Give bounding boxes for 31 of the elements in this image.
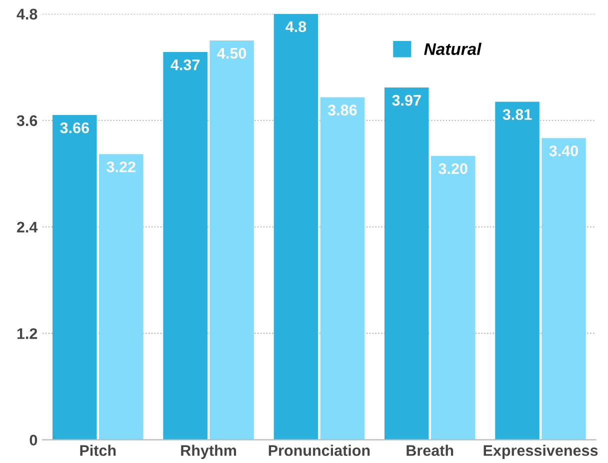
bar xyxy=(163,52,208,440)
y-tick-label: 1.2 xyxy=(17,328,38,339)
x-tick-label: Pitch xyxy=(80,444,116,456)
bar xyxy=(384,88,429,440)
x-tick-label: Breath xyxy=(406,444,454,456)
bar xyxy=(98,154,144,440)
bar xyxy=(52,115,97,440)
data-label: 3.40 xyxy=(549,145,578,156)
bar xyxy=(210,40,254,440)
data-label: 3.81 xyxy=(502,109,532,120)
data-label: 4.37 xyxy=(170,59,200,70)
bar xyxy=(495,102,540,440)
data-label: 3.20 xyxy=(438,163,468,174)
x-tick-label: Pronunciation xyxy=(268,444,370,456)
y-tick-label: 0 xyxy=(30,434,38,446)
bar xyxy=(542,138,586,440)
data-label: 3.66 xyxy=(60,122,89,134)
data-label: 3.86 xyxy=(328,104,357,116)
data-label: 3.22 xyxy=(106,161,136,172)
y-tick-label: 4.8 xyxy=(16,8,38,20)
bar xyxy=(430,156,476,440)
bar xyxy=(274,14,318,440)
y-tick-label: 2.4 xyxy=(16,222,38,232)
x-tick-label: Expressiveness xyxy=(484,444,598,459)
data-label: 4.50 xyxy=(217,48,246,59)
legend-label: Natural xyxy=(424,42,482,55)
y-tick-label: 3.6 xyxy=(16,115,38,126)
data-label: 4.8 xyxy=(286,21,306,32)
bar xyxy=(320,97,365,440)
x-tick-label: Rhythm xyxy=(181,444,236,459)
data-label: 3.97 xyxy=(392,94,421,106)
